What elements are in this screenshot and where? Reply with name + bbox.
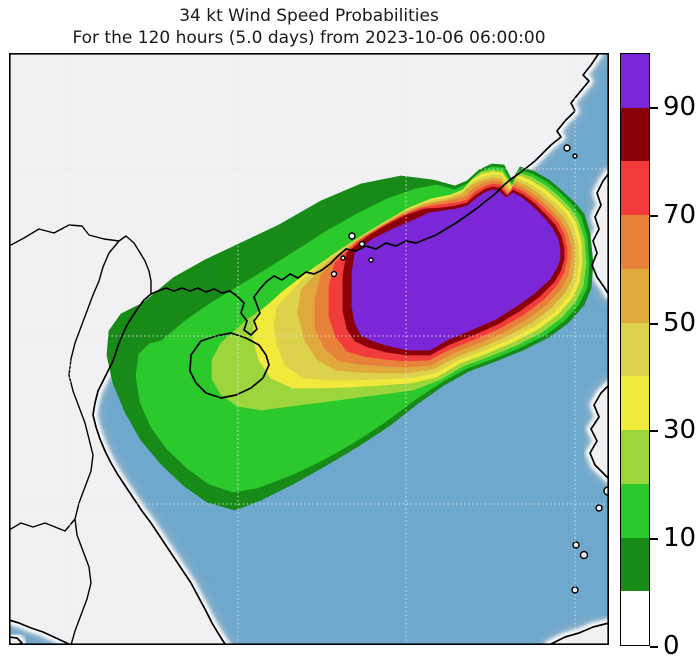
taiwan-strip-north (592, 173, 609, 295)
colorbar-segment-5 (621, 322, 649, 377)
hainan-island-coastline (189, 332, 270, 399)
islet-corner-southwest (9, 637, 22, 645)
colorbar-segment-8 (621, 161, 649, 216)
colorbar-tick-label: 30 (663, 415, 697, 446)
colorbar-tick-mark (650, 430, 658, 433)
island-corner-southeast-coastline (548, 622, 609, 645)
country-border-2 (68, 240, 120, 645)
colorbar-segment-4 (621, 376, 649, 431)
islet-2 (358, 240, 366, 248)
islet-6 (563, 144, 571, 152)
probability-map (9, 53, 609, 645)
country-border-3 (9, 518, 76, 532)
chart-title: 34 kt Wind Speed Probabilities (179, 6, 439, 26)
colorbar-tick-mark (650, 538, 658, 541)
chart-subtitle: For the 120 hours (5.0 days) from 2023-1… (72, 28, 546, 48)
colorbar-segment-3 (621, 430, 649, 484)
taiwan-strip-north-coastline (591, 172, 609, 296)
colorbar-tick-label: 90 (663, 91, 697, 122)
colorbar-tick-mark (650, 646, 658, 648)
colorbar-segment-10 (621, 53, 649, 108)
colorbar-tick-mark (650, 106, 658, 109)
islet-11 (579, 550, 589, 560)
taiwan-strip-south-coastline (589, 384, 609, 480)
islet-10 (572, 541, 580, 549)
colorbar-segment-7 (621, 215, 649, 269)
taiwan-strip-south (590, 385, 609, 479)
colorbar-tick-mark (650, 214, 658, 217)
contour-level-90 (351, 189, 561, 351)
country-border-1 (9, 224, 152, 294)
colorbar-segment-2 (621, 483, 649, 538)
islet-3 (340, 255, 346, 261)
island-corner-southeast (549, 623, 609, 645)
colorbar (620, 53, 650, 646)
colorbar-segment-1 (621, 537, 649, 592)
colorbar-segment-9 (621, 107, 649, 162)
colorbar-segment-6 (621, 268, 649, 323)
islet-1 (348, 232, 356, 240)
colorbar-segment-0 (621, 591, 649, 645)
mainland-china-vietnam-coastline (9, 53, 600, 645)
colorbar-tick-label: 70 (663, 199, 697, 230)
islet-4 (330, 270, 338, 278)
chart-title-block: 34 kt Wind Speed Probabilities For the 1… (9, 5, 609, 49)
colorbar-tick-label: 10 (663, 523, 697, 554)
islet-12 (571, 586, 579, 594)
islet-9 (595, 504, 603, 512)
islet-5 (368, 257, 374, 263)
colorbar-tick-label: 0 (663, 631, 680, 661)
map-frame (9, 53, 609, 645)
colorbar-tick-label: 50 (663, 307, 697, 338)
colorbar-tick-mark (650, 322, 658, 325)
